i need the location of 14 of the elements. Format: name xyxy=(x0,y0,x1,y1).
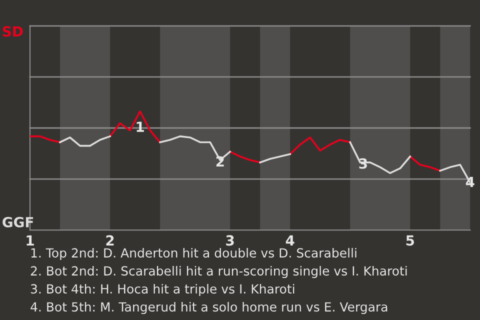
text: SD xyxy=(2,26,23,37)
x-tick-label: 4 xyxy=(286,235,294,246)
x-tick-label: 5 xyxy=(406,235,414,246)
text: 1. Top 2nd: D. Anderton hit a double vs D. Scarabelli xyxy=(31,248,356,260)
annotation: 4 xyxy=(466,176,474,187)
x-tick-label: 3 xyxy=(226,235,234,246)
x-tick-label: 1 xyxy=(26,235,34,246)
x-tick-label: 2 xyxy=(106,235,114,246)
annotation: 2 xyxy=(216,156,224,167)
text: 3. Bot 4th: H. Hoca hit a triple vs I. Kharoti xyxy=(30,284,294,296)
annotation: GGF xyxy=(2,216,34,228)
text: 2. Bot 2nd: D. Scarabelli hit a run-scoring single vs I. Kharoti xyxy=(30,266,407,278)
annotation: 1 xyxy=(136,122,144,132)
text: 4. Bot 5th: M. Tangerud hit a solo home run vs E. Vergara xyxy=(30,302,388,314)
